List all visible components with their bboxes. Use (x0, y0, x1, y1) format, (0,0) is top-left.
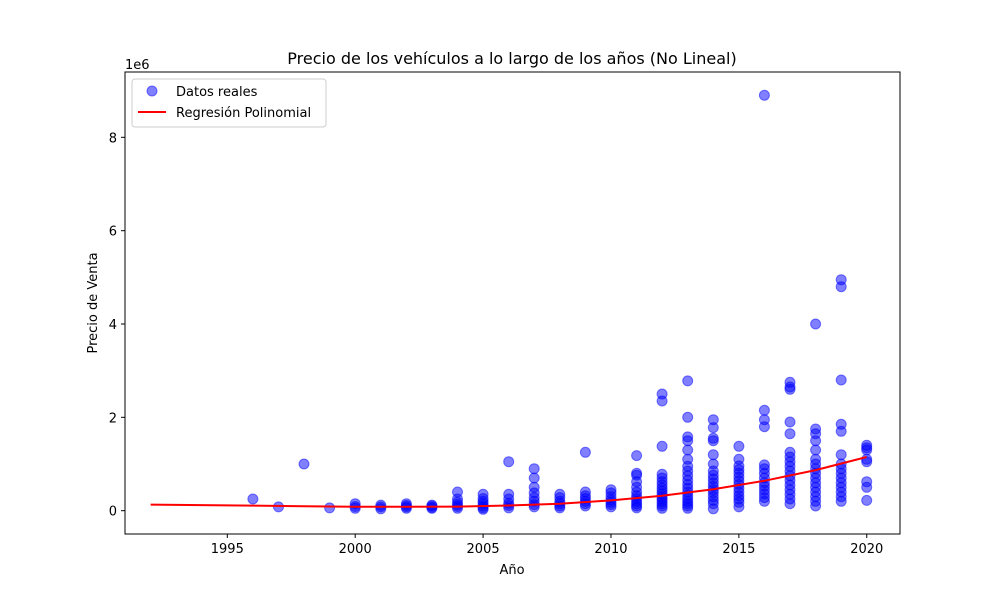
data-point (656, 388, 668, 400)
data-point (631, 467, 643, 479)
legend-marker-scatter (146, 85, 158, 97)
data-point (758, 459, 770, 471)
data-point (682, 431, 694, 443)
x-tick-label: 2000 (339, 542, 372, 557)
regression-line-layer (150, 456, 867, 508)
data-point (247, 493, 259, 505)
data-point (298, 458, 310, 470)
data-point (861, 494, 873, 506)
data-point (733, 440, 745, 452)
data-point (375, 499, 387, 511)
data-point (707, 458, 719, 470)
regression-line (150, 456, 867, 508)
data-point (784, 416, 796, 428)
data-point (682, 444, 694, 456)
data-point (758, 414, 770, 426)
y-tick-label: 2 (109, 411, 117, 426)
data-point (682, 411, 694, 423)
x-tick-label: 2005 (467, 542, 500, 557)
data-point (682, 375, 694, 387)
y-tick-label: 8 (109, 131, 117, 146)
data-point (861, 476, 873, 488)
data-point (579, 486, 591, 498)
x-tick-label: 2010 (594, 542, 627, 557)
x-tick-label: 2020 (850, 542, 883, 557)
data-point (784, 428, 796, 440)
y-scale-label: 1e6 (125, 58, 150, 73)
data-point (707, 449, 719, 461)
data-point (810, 453, 822, 465)
data-point (810, 423, 822, 435)
data-point (528, 463, 540, 475)
data-point (784, 446, 796, 458)
y-axis-label: Precio de Venta (86, 252, 101, 353)
data-point (861, 439, 873, 451)
x-tick-label: 2015 (722, 542, 755, 557)
x-axis-label: Año (499, 563, 524, 578)
data-point (758, 89, 770, 101)
y-axis-ticks: 0 2 4 6 8 (109, 131, 125, 520)
data-point (579, 446, 591, 458)
legend-box (131, 78, 327, 128)
data-point (810, 318, 822, 330)
data-point (784, 376, 796, 388)
legend: Datos reales Regresión Polinomial (131, 78, 327, 128)
y-tick-label: 0 (109, 505, 117, 520)
data-point (528, 472, 540, 484)
data-point (835, 449, 847, 461)
data-points-layer (247, 89, 873, 515)
y-tick-label: 6 (109, 225, 117, 240)
data-point (554, 488, 566, 500)
data-point (528, 481, 540, 493)
x-tick-label: 1995 (211, 542, 244, 557)
data-point (503, 456, 515, 468)
data-point (656, 440, 668, 452)
chart-title: Precio de los vehículos a lo largo de lo… (287, 49, 736, 68)
y-tick-label: 4 (109, 318, 117, 333)
data-point (835, 418, 847, 430)
data-point (324, 502, 336, 514)
legend-label-scatter: Datos reales (176, 85, 258, 100)
plot-frame (124, 71, 901, 535)
x-axis-ticks: 1995 2000 2005 2010 2015 2020 (211, 534, 883, 557)
data-point (452, 486, 463, 498)
data-point (707, 432, 719, 444)
data-point (605, 484, 617, 496)
data-point (707, 414, 719, 426)
data-point (758, 404, 770, 416)
data-point (477, 488, 489, 500)
data-point (426, 499, 438, 511)
data-point (733, 453, 745, 465)
data-point (656, 468, 668, 480)
data-point (631, 450, 643, 462)
data-point (682, 453, 694, 465)
data-point (810, 444, 822, 456)
legend-label-line: Regresión Polinomial (176, 106, 311, 121)
data-point (861, 453, 873, 465)
data-point (835, 374, 847, 386)
data-point (503, 488, 515, 500)
data-point (835, 274, 847, 286)
